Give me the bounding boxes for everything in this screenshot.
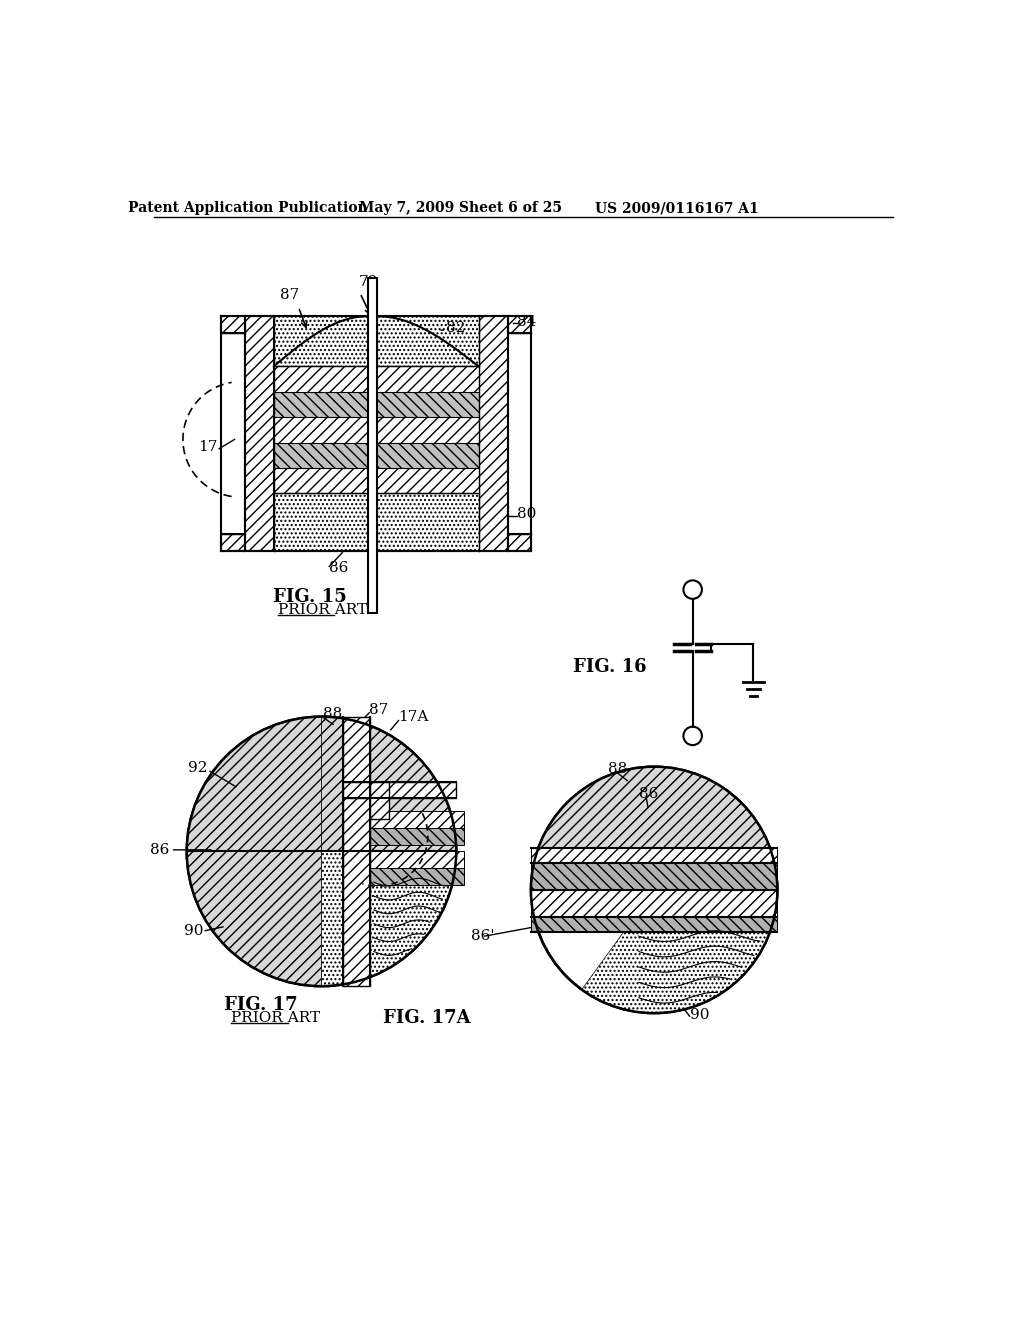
Bar — [531, 890, 777, 917]
Bar — [377, 469, 478, 494]
Text: 92: 92 — [188, 762, 208, 775]
Bar — [343, 781, 457, 797]
Text: 82: 82 — [446, 321, 466, 335]
Text: 86: 86 — [150, 843, 169, 857]
Text: 90: 90 — [184, 924, 204, 937]
Bar — [343, 717, 370, 986]
Polygon shape — [186, 717, 322, 986]
Bar — [478, 317, 508, 552]
Bar — [531, 917, 777, 932]
Text: 17A: 17A — [398, 710, 429, 725]
Text: 87: 87 — [280, 288, 299, 302]
Bar — [343, 851, 464, 869]
Bar — [377, 392, 478, 417]
Bar — [273, 494, 368, 552]
Bar — [221, 535, 245, 552]
Text: FIG. 15: FIG. 15 — [273, 589, 347, 606]
Bar — [273, 367, 368, 392]
Text: 87: 87 — [370, 702, 388, 717]
Bar — [531, 847, 777, 863]
Bar — [370, 781, 389, 818]
Polygon shape — [322, 851, 457, 986]
Text: PRIOR ART: PRIOR ART — [230, 1011, 319, 1026]
Bar — [368, 277, 377, 612]
Text: PRIOR ART: PRIOR ART — [279, 603, 368, 618]
Bar — [377, 494, 478, 552]
Bar — [221, 317, 245, 333]
Bar — [245, 317, 273, 552]
Text: 17: 17 — [199, 440, 217, 454]
Bar — [343, 829, 464, 845]
Bar — [377, 442, 478, 467]
Circle shape — [186, 717, 457, 986]
Bar — [531, 863, 777, 890]
Text: Sheet 6 of 25: Sheet 6 of 25 — [460, 202, 562, 215]
Bar — [377, 417, 478, 442]
Text: Patent Application Publication: Patent Application Publication — [128, 202, 368, 215]
Polygon shape — [531, 767, 777, 890]
Bar — [273, 317, 368, 367]
Text: 84: 84 — [517, 315, 537, 330]
Text: 80: 80 — [517, 507, 537, 521]
Bar — [273, 442, 368, 467]
Polygon shape — [322, 717, 457, 851]
Text: FIG. 17A: FIG. 17A — [383, 1010, 471, 1027]
Text: May 7, 2009: May 7, 2009 — [358, 202, 454, 215]
Text: 86: 86 — [639, 788, 658, 801]
Bar — [273, 469, 368, 494]
Bar — [508, 317, 531, 333]
Text: 88: 88 — [608, 762, 628, 776]
Bar — [273, 392, 368, 417]
Bar — [273, 417, 368, 442]
Bar — [343, 812, 464, 829]
Bar — [377, 317, 478, 367]
Text: FIG. 17: FIG. 17 — [224, 997, 298, 1014]
Text: US 2009/0116167 A1: US 2009/0116167 A1 — [595, 202, 759, 215]
Text: 90: 90 — [689, 1007, 709, 1022]
Bar — [377, 367, 478, 392]
Text: 88: 88 — [323, 708, 342, 721]
Text: 79: 79 — [358, 276, 378, 289]
Text: 86': 86' — [471, 929, 495, 942]
Polygon shape — [582, 890, 777, 1012]
Bar — [343, 869, 464, 886]
Text: FIG. 16: FIG. 16 — [573, 657, 647, 676]
Text: 86: 86 — [330, 561, 348, 576]
Circle shape — [531, 767, 777, 1014]
Bar — [508, 535, 531, 552]
